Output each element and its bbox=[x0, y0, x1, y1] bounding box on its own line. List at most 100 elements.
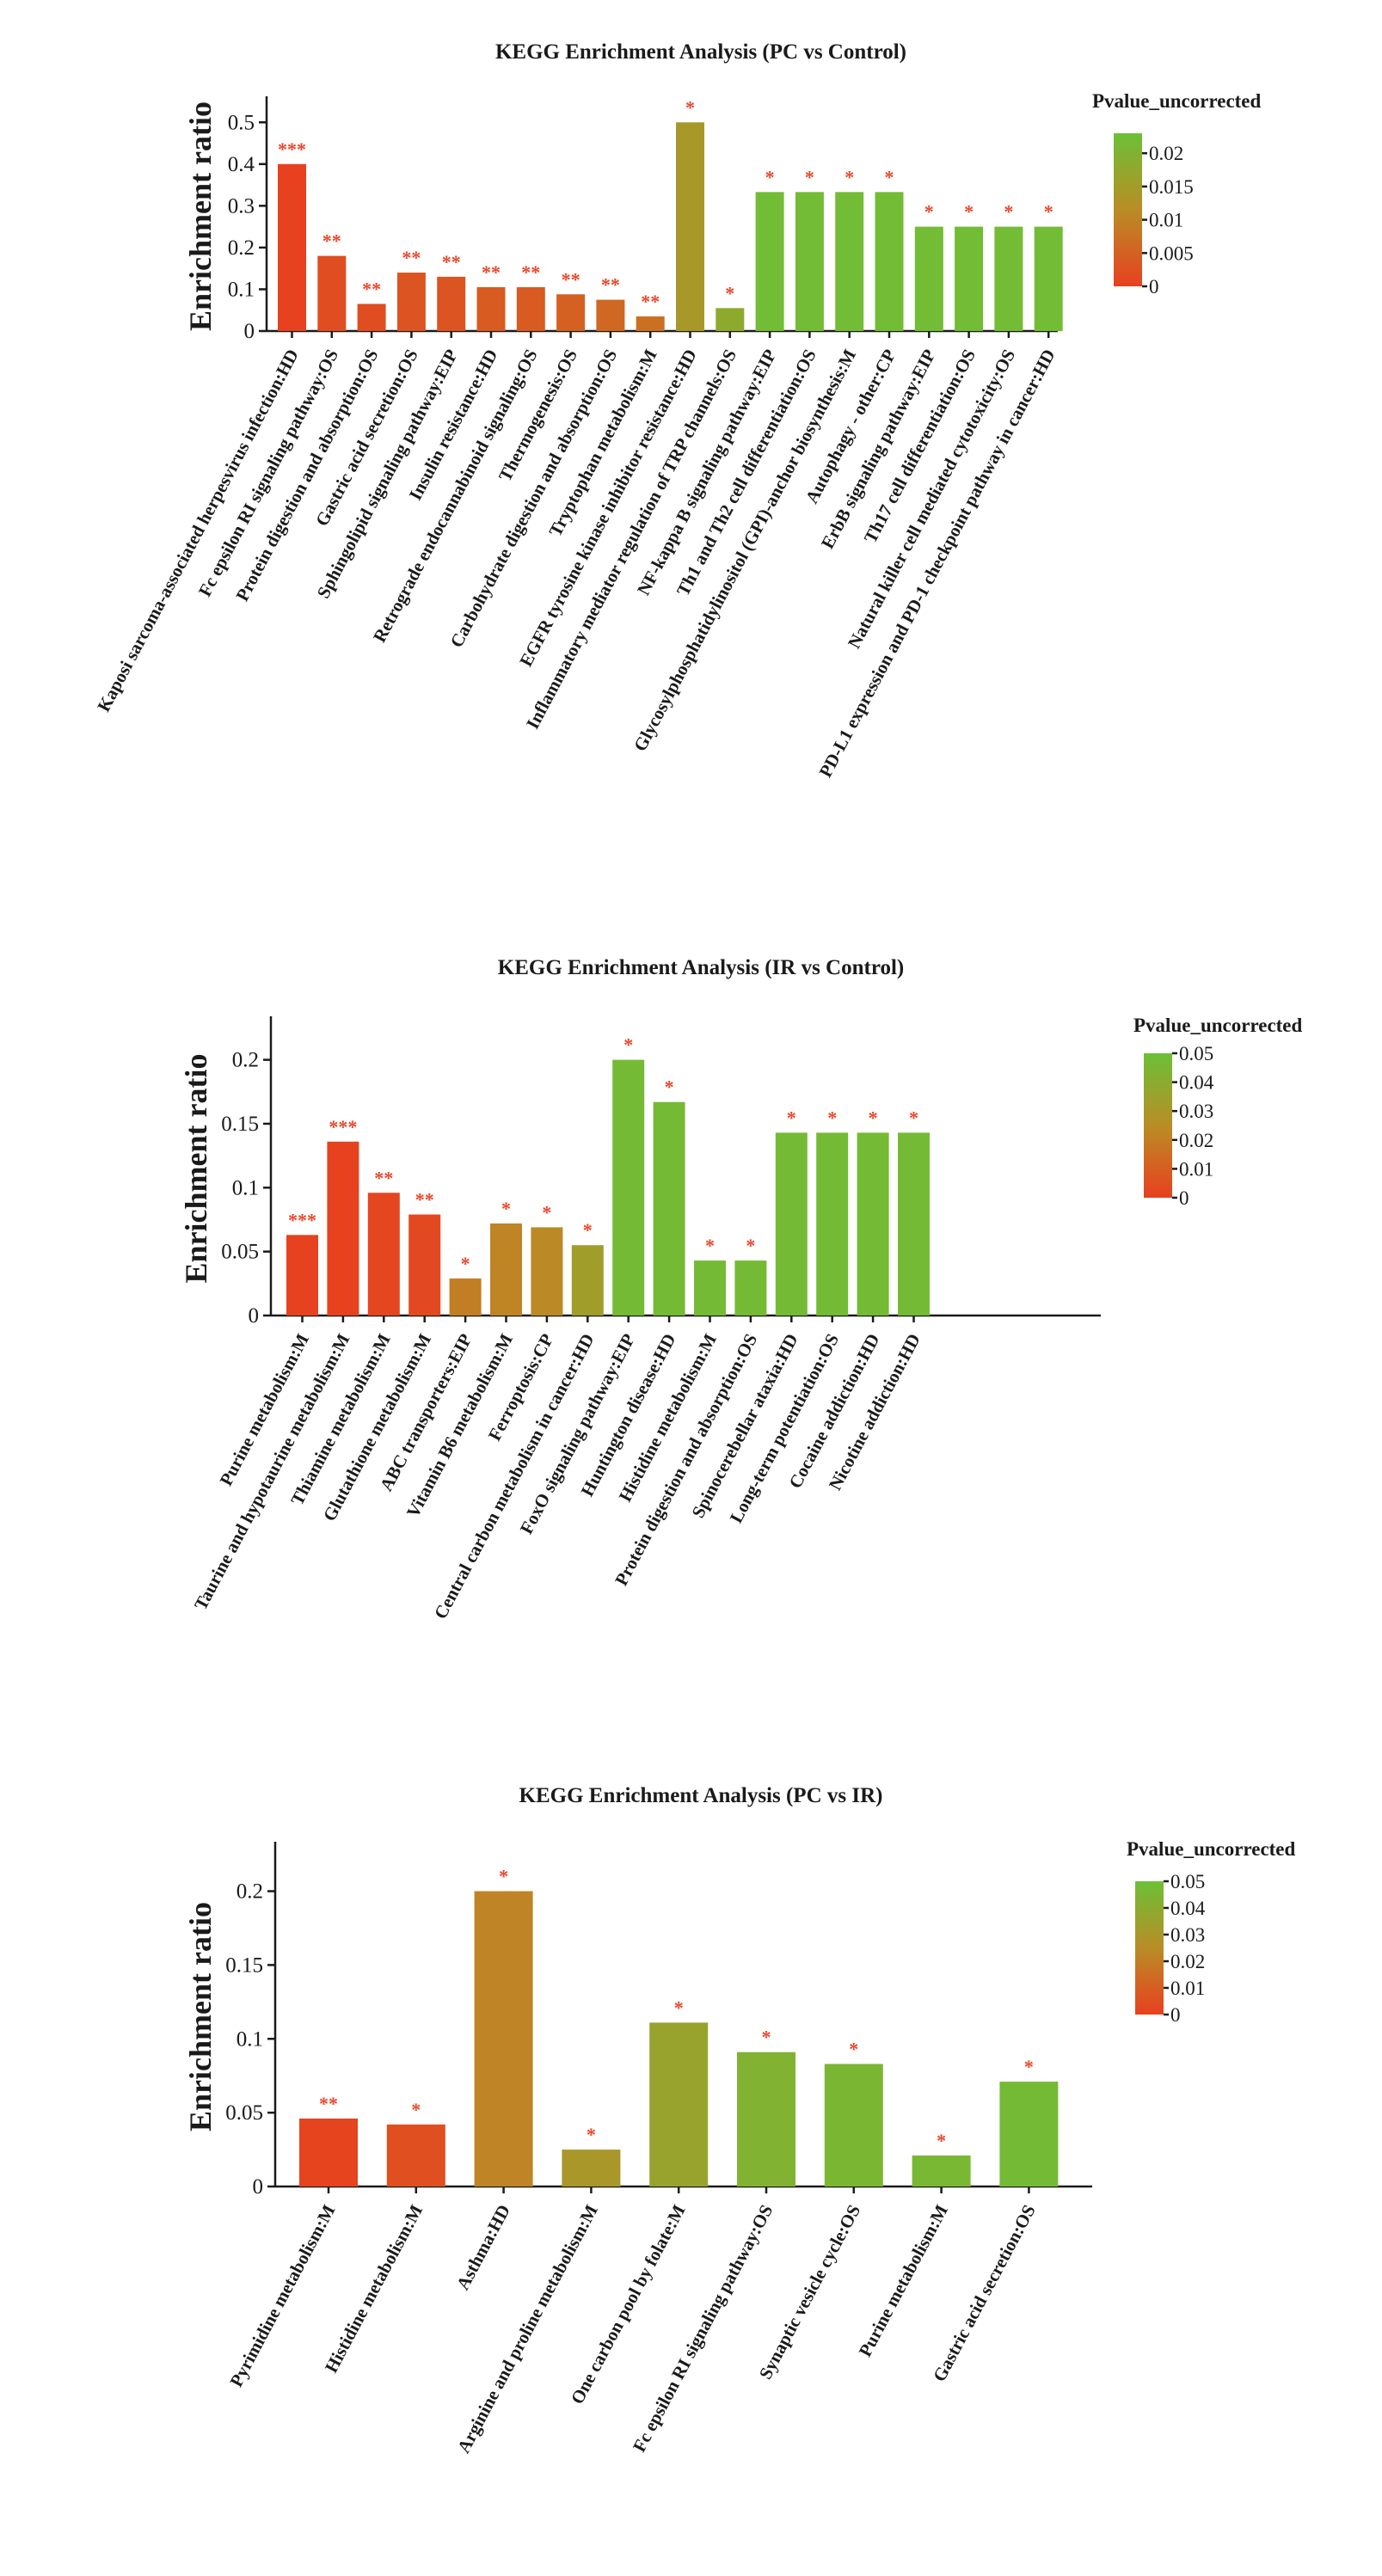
significance-star: * bbox=[674, 1996, 684, 2018]
legend-tick-label: 0.02 bbox=[1149, 143, 1183, 164]
legend-title: Pvalue_uncorrected bbox=[1092, 90, 1262, 112]
significance-star: * bbox=[909, 1107, 918, 1128]
legend-tick-label: 0.01 bbox=[1179, 1158, 1213, 1180]
bar bbox=[653, 1101, 685, 1316]
color-legend-bar bbox=[1144, 1053, 1172, 1198]
bar bbox=[531, 1227, 563, 1316]
bar bbox=[912, 2155, 971, 2187]
chart-panel-1: KEGG Enrichment Analysis (PC vs Control)… bbox=[93, 40, 1261, 781]
y-tick-label: 0 bbox=[253, 2175, 264, 2199]
significance-star: ** bbox=[362, 278, 381, 299]
significance-star: * bbox=[924, 201, 934, 223]
bar bbox=[676, 122, 704, 331]
bar bbox=[694, 1260, 726, 1316]
legend-tick-label: 0.04 bbox=[1170, 1898, 1206, 1919]
bar bbox=[357, 304, 386, 331]
bar bbox=[734, 1260, 767, 1316]
significance-star: ** bbox=[482, 261, 501, 283]
bar bbox=[562, 2150, 621, 2187]
bar bbox=[994, 226, 1023, 331]
y-tick-label: 0.5 bbox=[228, 111, 255, 134]
y-tick-label: 0.1 bbox=[236, 2027, 263, 2051]
y-tick-label: 0.15 bbox=[221, 1113, 259, 1136]
bar bbox=[286, 1235, 318, 1316]
significance-star: ** bbox=[601, 274, 620, 296]
bar bbox=[408, 1214, 441, 1316]
bar bbox=[636, 316, 665, 331]
x-category-label: Asthma:HD bbox=[452, 2201, 514, 2293]
legend-tick-label: 0.005 bbox=[1149, 242, 1194, 264]
chart-title: KEGG Enrichment Analysis (PC vs IR) bbox=[519, 1784, 883, 1807]
legend-tick-label: 0.01 bbox=[1170, 1978, 1205, 1999]
chart-title: KEGG Enrichment Analysis (IR vs Control) bbox=[498, 956, 905, 979]
significance-star: ** bbox=[319, 2093, 338, 2114]
y-axis-label: Enrichment ratio bbox=[183, 101, 218, 331]
bar bbox=[898, 1132, 930, 1316]
legend-tick-label: 0.01 bbox=[1149, 210, 1183, 231]
bar bbox=[396, 273, 426, 331]
significance-star: ** bbox=[442, 251, 461, 273]
significance-star: *** bbox=[288, 1209, 316, 1230]
bar bbox=[775, 1132, 808, 1316]
y-tick-label: 0.15 bbox=[225, 1953, 263, 1977]
significance-star: * bbox=[762, 2027, 771, 2048]
significance-star: * bbox=[1004, 201, 1013, 223]
bar bbox=[490, 1223, 522, 1316]
significance-star: *** bbox=[278, 138, 306, 160]
color-legend-bar bbox=[1114, 133, 1142, 286]
bar bbox=[795, 192, 824, 331]
significance-star: ** bbox=[521, 261, 540, 283]
significance-star: * bbox=[1024, 2056, 1034, 2077]
legend-tick-label: 0.015 bbox=[1149, 176, 1194, 198]
bar bbox=[299, 2119, 358, 2187]
significance-star: * bbox=[499, 1866, 508, 1887]
bar bbox=[596, 299, 625, 331]
significance-star: ** bbox=[402, 247, 421, 268]
significance-star: * bbox=[964, 201, 974, 223]
y-tick-label: 0.05 bbox=[221, 1241, 259, 1264]
significance-star: ** bbox=[641, 291, 660, 312]
legend-tick-label: 0.05 bbox=[1170, 1871, 1205, 1892]
significance-star: ** bbox=[322, 230, 341, 252]
legend-title: Pvalue_uncorrected bbox=[1127, 1838, 1296, 1860]
bar bbox=[857, 1132, 889, 1316]
y-tick-label: 0 bbox=[249, 1304, 260, 1328]
significance-star: ** bbox=[562, 268, 580, 290]
significance-star: * bbox=[1044, 201, 1053, 223]
legend-title: Pvalue_uncorrected bbox=[1133, 1015, 1303, 1036]
bar bbox=[737, 2052, 795, 2187]
significance-star: ** bbox=[415, 1189, 434, 1211]
legend-tick-label: 0.02 bbox=[1179, 1130, 1213, 1151]
x-category-label: Histidine metabolism:M bbox=[321, 2201, 427, 2377]
bar bbox=[449, 1278, 482, 1316]
y-tick-label: 0.3 bbox=[228, 194, 255, 218]
bar bbox=[716, 308, 745, 331]
color-legend-bar bbox=[1135, 1881, 1164, 2015]
significance-star: * bbox=[461, 1253, 470, 1274]
legend-tick-label: 0.04 bbox=[1179, 1072, 1214, 1094]
significance-star: * bbox=[583, 1219, 593, 1241]
bar bbox=[278, 163, 306, 331]
bar bbox=[516, 287, 545, 331]
bar bbox=[755, 192, 784, 331]
y-tick-label: 0.1 bbox=[228, 278, 255, 301]
chart-panel-3: KEGG Enrichment Analysis (PC vs IR) Enric… bbox=[183, 1784, 1296, 2456]
chart-title: KEGG Enrichment Analysis (PC vs Control) bbox=[495, 40, 906, 64]
bar bbox=[835, 192, 864, 331]
significance-star: * bbox=[827, 1107, 837, 1128]
significance-star: * bbox=[787, 1107, 796, 1128]
y-tick-label: 0 bbox=[244, 320, 255, 343]
y-tick-label: 0.1 bbox=[232, 1176, 259, 1199]
significance-star: * bbox=[937, 2130, 946, 2151]
significance-star: * bbox=[765, 166, 775, 187]
bar bbox=[437, 276, 466, 331]
significance-star: * bbox=[845, 166, 854, 187]
significance-star: * bbox=[746, 1235, 755, 1256]
significance-star: * bbox=[725, 282, 734, 304]
bar bbox=[556, 294, 586, 331]
chart-panel-2: KEGG Enrichment Analysis (IR vs Control)… bbox=[179, 956, 1303, 1622]
significance-star: * bbox=[587, 2124, 596, 2145]
legend-tick-label: 0 bbox=[1149, 276, 1159, 297]
significance-star: * bbox=[685, 96, 695, 118]
bar bbox=[476, 287, 506, 331]
